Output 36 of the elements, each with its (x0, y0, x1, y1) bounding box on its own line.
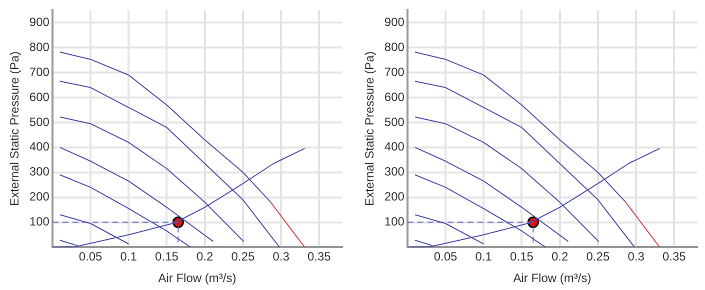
y-tick-label: 900 (29, 14, 50, 29)
x-tick-label: 0.25 (586, 250, 610, 264)
y-tick-label: 900 (384, 14, 405, 29)
y-axis-title: External Static Pressure (Pa) (362, 51, 377, 206)
y-tick-label: 200 (29, 190, 50, 204)
x-tick-label: 0.35 (662, 250, 686, 264)
x-tick-label: 0.15 (155, 250, 179, 264)
y-tick-label: 500 (384, 114, 405, 129)
x-tick-label: 0.25 (231, 250, 255, 264)
y-tick-label: 300 (29, 164, 50, 179)
x-tick-label: 0.2 (196, 250, 214, 264)
y-tick-label: 100 (29, 214, 50, 229)
x-tick-label: 0.35 (307, 250, 332, 264)
x-tick-label: 0.05 (434, 250, 458, 264)
x-tick-label: 0.1 (475, 250, 492, 264)
y-tick-label: 800 (29, 40, 50, 54)
y-tick-label: 400 (384, 140, 405, 154)
y-tick-label: 800 (384, 40, 405, 54)
x-axis-title: Air Flow (m³/s) (513, 271, 592, 286)
y-tick-label: 700 (29, 64, 50, 79)
x-tick-label: 0.15 (510, 250, 534, 264)
x-tick-label: 0.1 (120, 250, 138, 264)
y-tick-label: 400 (29, 140, 50, 154)
x-tick-label: 0.2 (551, 250, 568, 264)
y-axis-title: External Static Pressure (Pa) (8, 51, 22, 206)
y-tick-label: 200 (384, 190, 405, 204)
x-tick-label: 0.3 (272, 250, 290, 264)
x-tick-label: 0.05 (78, 250, 103, 264)
x-tick-label: 0.3 (628, 250, 645, 264)
y-tick-label: 600 (384, 90, 405, 104)
y-tick-label: 300 (384, 164, 405, 179)
x-axis-title: Air Flow (m³/s) (158, 271, 236, 286)
y-tick-label: 100 (384, 214, 405, 229)
y-tick-label: 700 (384, 64, 405, 79)
y-tick-label: 500 (29, 114, 50, 129)
y-tick-label: 600 (29, 90, 50, 104)
